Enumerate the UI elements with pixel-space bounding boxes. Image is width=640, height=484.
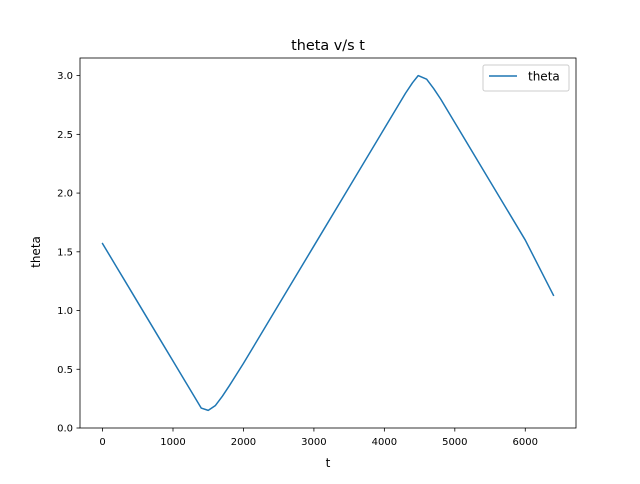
x-tick-label: 5000 [442, 437, 467, 448]
x-tick-label: 2000 [231, 437, 256, 448]
y-tick-label: 1.0 [57, 306, 73, 317]
x-tick-label: 4000 [372, 437, 397, 448]
legend: theta [482, 64, 570, 92]
y-tick-label: 2.0 [57, 189, 73, 200]
y-tick-label: 3.0 [57, 71, 73, 82]
axes-frame [79, 57, 577, 429]
y-tick-label: 0.0 [57, 424, 73, 435]
x-tick-label: 1000 [160, 437, 185, 448]
legend-label-theta: theta [528, 70, 560, 84]
x-tick-label: 0 [99, 437, 105, 448]
y-tick-label: 1.5 [57, 247, 73, 258]
y-axis-label: theta [29, 236, 43, 268]
x-axis-label: t [326, 456, 331, 470]
legend-box [482, 64, 570, 92]
y-tick-label: 2.5 [57, 130, 73, 141]
y-tick-label: 0.5 [57, 365, 73, 376]
x-tick-label: 3000 [301, 437, 326, 448]
x-tick-label: 6000 [513, 437, 538, 448]
chart-title: theta v/s t [291, 38, 365, 54]
plot-area: 0 1000 2000 3000 4000 5000 6000 0.0 0.5 1.0 1.5 2.0… [57, 57, 577, 448]
series-line-theta [101, 74, 555, 412]
